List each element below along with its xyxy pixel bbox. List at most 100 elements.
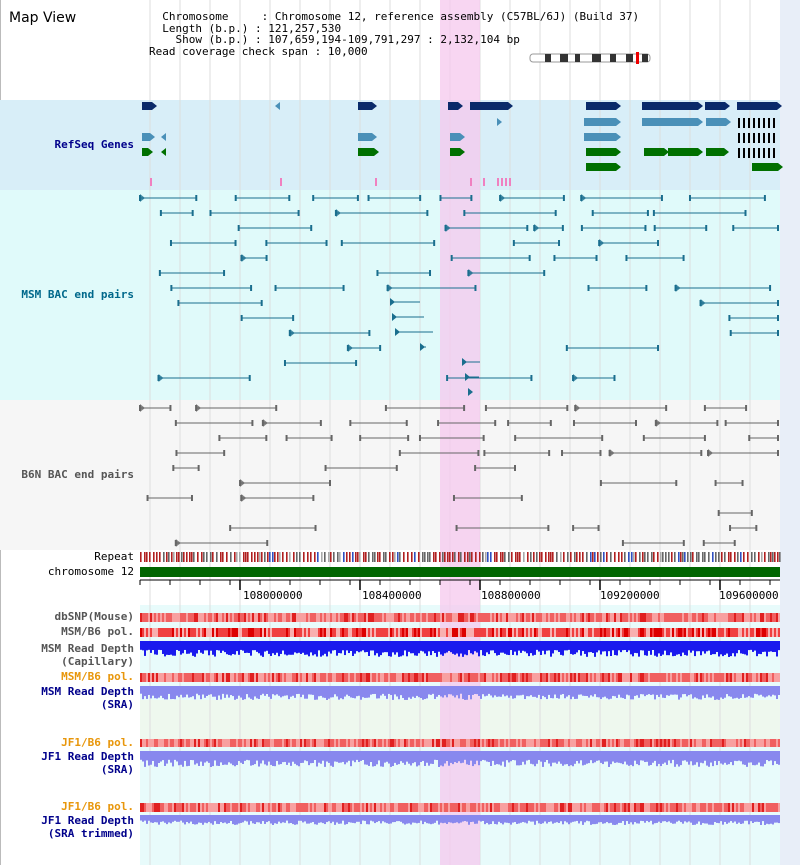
jf1-depth-trim-bar (454, 815, 456, 823)
gene-arrow (698, 102, 703, 110)
msm-depth-sra-bar (540, 686, 542, 700)
msm-depth-sra-bar (582, 686, 584, 696)
dbsnp-cell (510, 613, 512, 622)
msm-b6-pol-cell (406, 628, 408, 637)
jf1-b6-pol-cell (300, 739, 302, 747)
jf1-depth-trim-bar (582, 815, 584, 825)
jf1-depth-trim-bar (422, 815, 424, 825)
track-label-b6n-bac[interactable]: B6N BAC end pairs (21, 468, 134, 481)
jf1-depth-trim-bar (576, 815, 578, 821)
msm-depth-sra-bar (642, 686, 644, 695)
msm-b6-pol-2-cell (274, 673, 276, 682)
jf1-depth-sra-bar (272, 751, 274, 767)
jf1-depth-trim-bar (146, 815, 148, 824)
jf1-depth-sra-bar (736, 751, 738, 762)
msm-b6-pol-2-cell (356, 673, 358, 682)
repeat-mark (452, 552, 454, 562)
msm-b6-pol-2-cell (680, 673, 682, 682)
msm-b6-pol-cell (710, 628, 712, 637)
msm-b6-pol-2-cell (672, 673, 674, 682)
jf1-depth-trim-bar (474, 815, 476, 824)
msm-depth-cap-bar (658, 641, 660, 654)
jf1-b6-pol-cell (738, 739, 740, 747)
msm-b6-pol-cell (580, 628, 582, 637)
track-label-msm-bac[interactable]: MSM BAC end pairs (21, 288, 134, 301)
msm-bac-end-pairs-track[interactable] (139, 194, 779, 396)
msm-b6-pol-2-cell (420, 673, 422, 682)
msm-depth-cap-bar (366, 641, 368, 653)
msm-depth-sra-bar (294, 686, 296, 698)
jf1-b6-pol-cell (426, 739, 428, 747)
msm-depth-cap-bar (582, 641, 584, 652)
msm-depth-cap-bar (436, 641, 438, 657)
refseq-genes-track[interactable] (142, 102, 783, 186)
dbsnp-cell (750, 613, 752, 622)
repeat-mark (282, 552, 284, 562)
dbsnp-cell (194, 613, 196, 622)
msm-depth-sra-bar (574, 686, 576, 699)
info-block: Chromosome : Chromosome 12, reference as… (149, 11, 639, 57)
jf1-b6-pol-2-cell (688, 803, 690, 812)
jf1-depth-trim-bar (764, 815, 766, 825)
repeat-track[interactable] (140, 552, 781, 562)
b6n-bac-end-pairs-track[interactable] (139, 404, 779, 547)
dbsnp-cell (310, 613, 312, 622)
dbsnp-cell (238, 613, 240, 622)
repeat-mark (712, 552, 714, 562)
chromosome-ideogram[interactable] (529, 52, 651, 64)
jf1-depth-trim-bar (414, 815, 416, 823)
msm-b6-pol-cell (208, 628, 210, 637)
chromosome-bar[interactable] (140, 567, 780, 577)
jf1-b6-pol-2-cell (234, 803, 236, 812)
msm-b6-pol-2-cell (686, 673, 688, 682)
msm-depth-cap-bar (558, 641, 560, 652)
jf1-depth-trim-bar (694, 815, 696, 825)
msm-b6-pol-2-cell (624, 673, 626, 682)
msm-depth-sra-bar (298, 686, 300, 694)
jf1-depth-trim-bar (608, 815, 610, 824)
jf1-b6-pol-cell (666, 739, 668, 747)
track-label-refseq[interactable]: RefSeq Genes (54, 138, 134, 151)
track-label-repeat: Repeat (94, 550, 134, 563)
msm-depth-sra-bar (444, 686, 446, 696)
jf1-b6-pol-2-cell (448, 803, 450, 812)
jf1-depth-trim-bar (358, 815, 360, 822)
dbsnp-cell (544, 613, 546, 622)
msm-depth-sra-bar (724, 686, 726, 698)
msm-b6-pol-2-cell (212, 673, 214, 682)
msm-b6-pol-2-cell (778, 673, 780, 682)
dbsnp-cell (688, 613, 690, 622)
jf1-b6-pol-2-cell (210, 803, 212, 812)
jf1-b6-pol-2-cell (338, 803, 340, 812)
msm-depth-sra-bar (314, 686, 316, 700)
jf1-depth-sra-bar (434, 751, 436, 760)
msm-depth-cap-bar (652, 641, 654, 650)
jf1-b6-pol-2-cell (622, 803, 624, 812)
dbsnp-cell (210, 613, 212, 622)
jf1-b6-pol-cell (382, 739, 384, 747)
jf1-b6-pol-2-cell (458, 803, 460, 812)
heatmap-tracks[interactable] (140, 613, 780, 825)
jf1-depth-trim-bar (202, 815, 204, 825)
msm-depth-sra-bar (490, 686, 492, 696)
gene-block (586, 163, 616, 171)
msm-depth-sra-bar (342, 686, 344, 700)
msm-b6-pol-cell (570, 628, 572, 637)
dbsnp-cell (182, 613, 184, 622)
jf1-depth-sra-bar (648, 751, 650, 766)
jf1-depth-trim-bar (590, 815, 592, 825)
jf1-depth-trim-bar (300, 815, 302, 821)
msm-b6-pol-2-cell (170, 673, 172, 682)
jf1-depth-sra-bar (326, 751, 328, 762)
msm-b6-pol-2-cell (382, 673, 384, 682)
repeat-mark (178, 552, 180, 562)
jf1-depth-sra-bar (160, 751, 162, 762)
msm-depth-cap-bar (490, 641, 492, 651)
msm-depth-cap-bar (584, 641, 586, 654)
dbsnp-cell (778, 613, 780, 622)
dbsnp-cell (446, 613, 448, 622)
msm-depth-sra-bar (590, 686, 592, 696)
jf1-b6-pol-cell (494, 739, 496, 747)
msm-b6-pol-2-cell (222, 673, 224, 682)
jf1-b6-pol-2-cell (152, 803, 154, 812)
